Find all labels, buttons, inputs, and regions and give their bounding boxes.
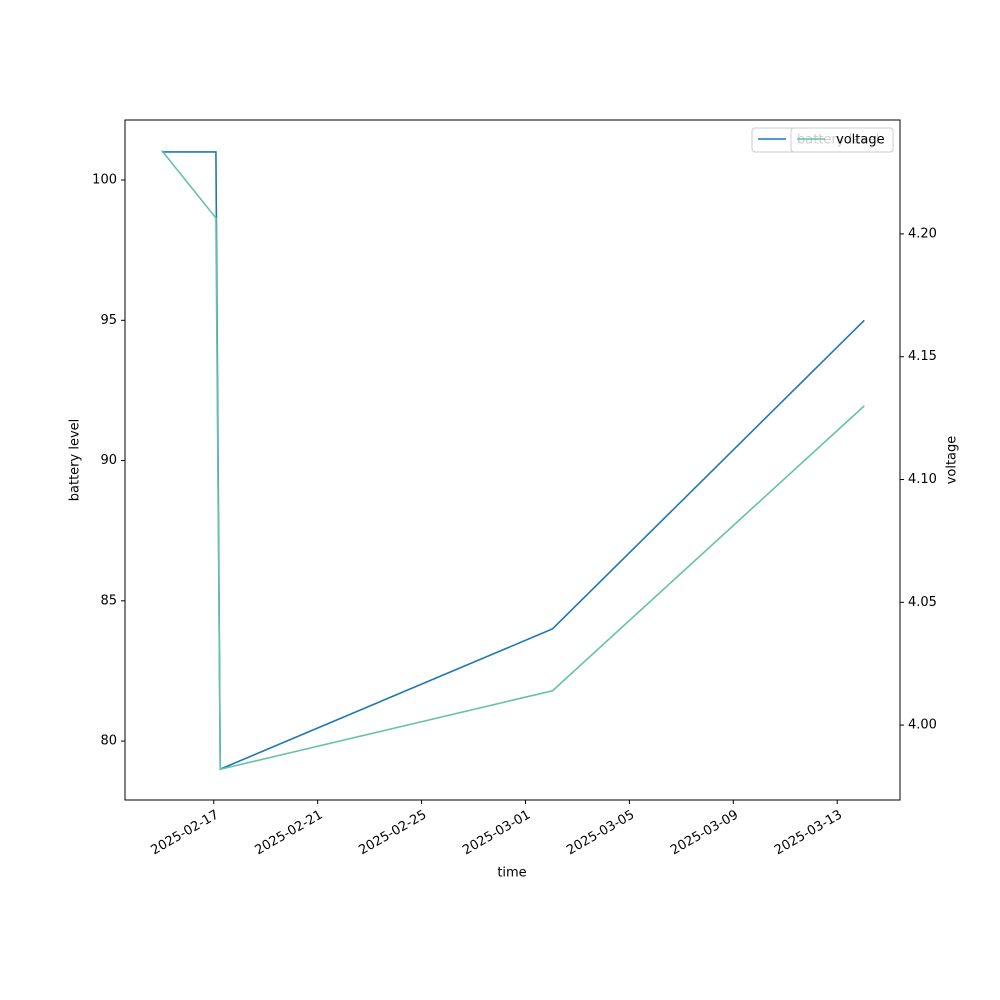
x-tick-label: 2025-03-09 (668, 808, 741, 859)
y2-tick-label: 4.20 (908, 226, 937, 241)
y-tick-label: 80 (100, 734, 117, 749)
y2-tick-label: 4.05 (908, 595, 937, 610)
x-tick-label: 2025-02-25 (356, 808, 429, 859)
y2-tick-label: 4.15 (908, 349, 937, 364)
x-tick-label: 2025-03-01 (460, 808, 533, 859)
y2-tick-label: 4.00 (908, 718, 937, 733)
y-tick-label: 85 (100, 593, 117, 608)
y-axis-label: battery level (68, 419, 83, 502)
x-tick-label: 2025-02-17 (149, 808, 222, 859)
x-tick-label: 2025-03-13 (772, 808, 845, 859)
x-tick-label: 2025-03-05 (564, 808, 637, 859)
y2-axis-label: voltage (945, 436, 960, 485)
line-series (161, 149, 865, 771)
line-series (161, 151, 865, 771)
y-tick-label: 95 (100, 313, 117, 328)
legend-label: voltage (836, 133, 885, 148)
y-tick-label: 90 (100, 453, 117, 468)
legend-box (790, 127, 894, 153)
x-tick-label: 2025-02-21 (252, 808, 325, 859)
y-tick-label: 100 (92, 173, 117, 188)
x-axis-label: time (497, 866, 526, 881)
y2-tick-label: 4.10 (908, 472, 937, 487)
plot-frame (124, 119, 901, 801)
